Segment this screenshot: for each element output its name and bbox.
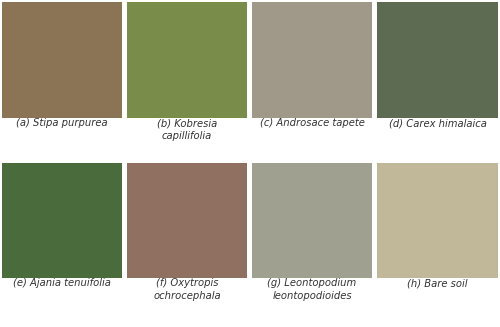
Text: (e) Ajania tenuifolia: (e) Ajania tenuifolia	[13, 278, 111, 288]
Text: (d) Carex himalaica: (d) Carex himalaica	[388, 118, 486, 128]
Text: (f) Oxytropis
ochrocephala: (f) Oxytropis ochrocephala	[153, 278, 221, 301]
Text: (c) Androsace tapete: (c) Androsace tapete	[260, 118, 364, 128]
Text: (b) Kobresia
capillifolia: (b) Kobresia capillifolia	[157, 118, 217, 141]
Text: (h) Bare soil: (h) Bare soil	[407, 278, 468, 288]
Text: (a) Stipa purpurea: (a) Stipa purpurea	[16, 118, 108, 128]
Text: (g) Leontopodium
leontopodioides: (g) Leontopodium leontopodioides	[268, 278, 356, 301]
